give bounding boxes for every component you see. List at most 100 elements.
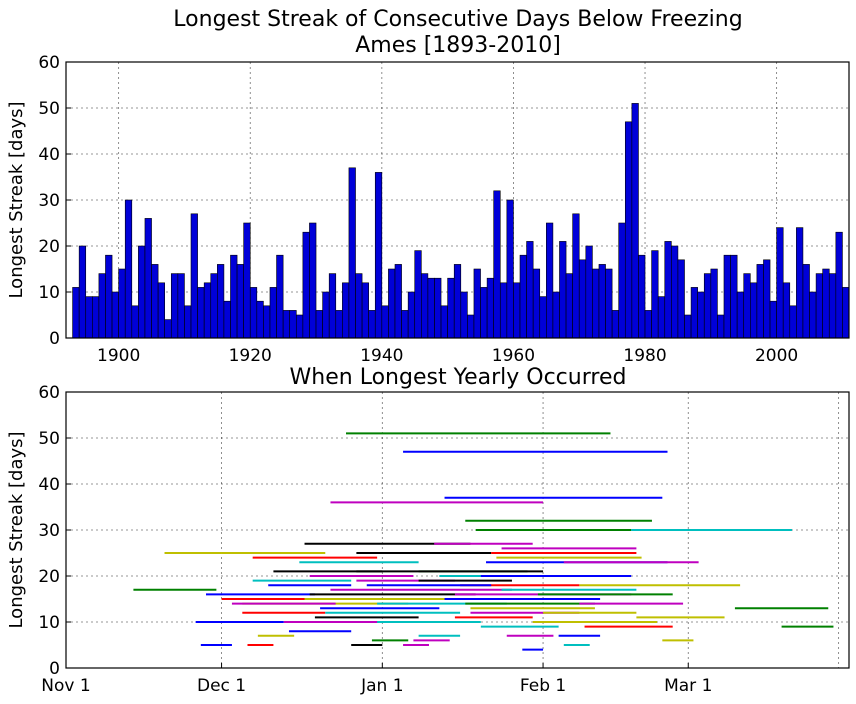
bar <box>184 305 192 339</box>
bar <box>210 273 218 339</box>
bar <box>157 282 165 339</box>
bar <box>697 291 705 339</box>
bar <box>427 277 435 339</box>
x-tick-label: Dec 1 <box>197 676 246 696</box>
bar <box>822 268 830 339</box>
bar <box>835 231 843 339</box>
bar <box>664 241 672 339</box>
bar <box>177 273 185 339</box>
y-tick-label: 0 <box>49 659 60 679</box>
bar <box>256 300 264 339</box>
bar <box>315 310 323 339</box>
bar <box>526 241 534 339</box>
bar <box>473 268 481 339</box>
bar <box>677 259 685 339</box>
bar <box>480 287 488 339</box>
bar <box>236 264 244 339</box>
bar <box>230 254 238 339</box>
bar <box>585 245 593 339</box>
bar <box>85 296 93 339</box>
bar <box>302 231 310 339</box>
bar <box>842 287 850 339</box>
bar <box>368 310 376 339</box>
bar <box>763 259 771 339</box>
bar <box>328 273 337 339</box>
x-tick-label: 1980 <box>623 346 666 366</box>
bar <box>111 291 119 339</box>
bar <box>802 264 810 339</box>
bar <box>717 314 725 339</box>
bar <box>348 167 356 339</box>
bar <box>572 213 580 339</box>
bar <box>434 277 442 339</box>
bar <box>131 305 139 339</box>
bar <box>769 300 777 339</box>
top-chart-title: Longest Streak of Consecutive Days Below… <box>173 7 742 32</box>
bar <box>118 268 126 339</box>
bar <box>309 222 317 339</box>
y-tick-label: 10 <box>38 613 60 633</box>
bar <box>197 287 205 339</box>
bar <box>447 277 455 339</box>
bar <box>78 245 87 339</box>
bar <box>295 314 304 339</box>
bar <box>401 310 409 339</box>
bar <box>342 282 350 339</box>
bar <box>361 282 369 339</box>
y-tick-label: 50 <box>38 429 60 449</box>
y-tick-label: 0 <box>49 329 60 349</box>
bar <box>263 305 271 339</box>
bar <box>743 273 751 339</box>
bar <box>138 245 146 339</box>
bar <box>756 264 764 339</box>
top-chart-frame <box>65 61 850 339</box>
bar <box>407 291 416 339</box>
bar <box>684 314 692 339</box>
bar <box>776 227 784 339</box>
bar <box>486 277 494 339</box>
bar <box>618 222 626 339</box>
y-tick-label: 40 <box>38 475 60 495</box>
bar <box>638 254 646 339</box>
bar <box>703 273 712 339</box>
bar <box>151 264 159 339</box>
bar <box>736 291 745 339</box>
bar <box>815 273 823 339</box>
bar <box>644 310 652 339</box>
bar <box>374 172 383 339</box>
y-tick-label: 40 <box>38 145 60 165</box>
top-chart-ylabel: Longest Streak [days] <box>6 101 27 298</box>
x-tick-label: Feb 1 <box>520 676 566 696</box>
bar <box>460 291 468 339</box>
bar <box>611 310 620 339</box>
bar <box>72 287 80 339</box>
y-tick-label: 30 <box>38 521 60 541</box>
bar <box>559 241 567 339</box>
x-tick-label: Nov 1 <box>41 676 90 696</box>
bar <box>203 282 212 339</box>
bar <box>335 310 343 339</box>
bar <box>493 190 501 339</box>
bar <box>467 314 475 339</box>
bar <box>546 222 554 339</box>
y-tick-label: 20 <box>38 567 60 587</box>
x-tick-label: 1960 <box>492 346 535 366</box>
x-tick-label: Mar 1 <box>664 676 712 696</box>
bar <box>269 287 277 339</box>
x-tick-label: 1900 <box>97 346 140 366</box>
bar <box>690 287 698 339</box>
bar <box>414 250 422 339</box>
bar <box>276 254 284 339</box>
bar <box>605 268 613 339</box>
bottom-chart-title: When Longest Yearly Occurred <box>290 365 627 390</box>
bar <box>657 296 666 339</box>
x-tick-label: 2000 <box>755 346 798 366</box>
y-tick-label: 60 <box>38 383 60 403</box>
bar <box>355 273 363 339</box>
bar <box>631 103 639 339</box>
bar <box>565 273 573 339</box>
bar <box>796 227 804 339</box>
bar <box>624 121 633 339</box>
